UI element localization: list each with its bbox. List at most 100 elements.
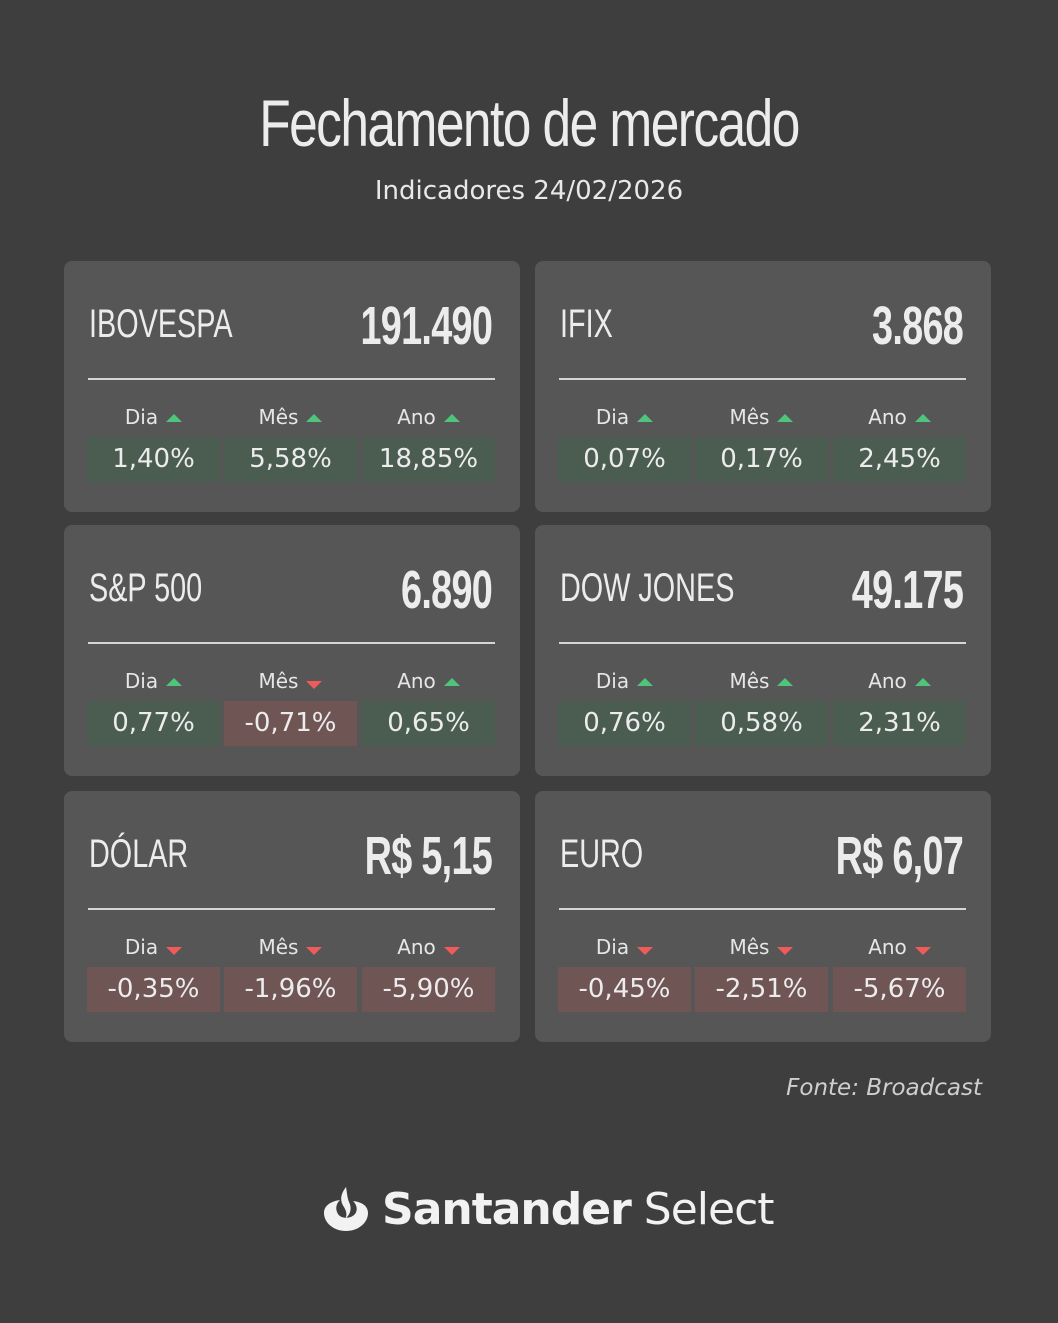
period-label: Mês <box>224 934 357 960</box>
divider <box>559 908 966 910</box>
period-label: Dia <box>558 668 691 694</box>
arrow-down-icon <box>306 680 323 689</box>
period-label-text: Dia <box>124 405 159 429</box>
period-label: Ano <box>362 934 495 960</box>
indicator-name: S&P 500 <box>89 566 203 610</box>
change-value: -0,45% <box>558 967 691 1012</box>
change-value: 5,58% <box>224 437 357 482</box>
period-label-text: Dia <box>595 669 630 693</box>
arrow-down-icon <box>166 946 183 955</box>
arrow-up-icon <box>914 677 931 686</box>
period-label: Ano <box>362 404 495 430</box>
period-label: Dia <box>558 404 691 430</box>
santander-flame-icon <box>324 1187 368 1231</box>
arrow-down-icon <box>443 946 460 955</box>
arrow-down-icon <box>777 946 794 955</box>
period-label: Ano <box>362 668 495 694</box>
change-value: -2,51% <box>695 967 828 1012</box>
arrow-up-icon <box>777 413 794 422</box>
period-label: Dia <box>87 404 220 430</box>
indicator-name: IFIX <box>560 302 613 346</box>
indicator-card: DÓLAR R$ 5,15 Dia -0,35% Mês -1,96% Ano -5,90% <box>64 791 520 1042</box>
brand-logo: Santander Select <box>320 1178 775 1242</box>
arrow-up-icon <box>777 677 794 686</box>
brand-name: Santander Select <box>382 1180 775 1240</box>
arrow-up-icon <box>166 413 183 422</box>
period-label-text: Dia <box>595 405 630 429</box>
divider <box>559 378 966 380</box>
period-label: Mês <box>695 668 828 694</box>
period-label: Dia <box>87 668 220 694</box>
change-value: 0,76% <box>558 701 691 746</box>
indicator-card: IFIX 3.868 Dia 0,07% Mês 0,17% Ano 2,45% <box>535 261 991 512</box>
indicator-card: IBOVESPA 191.490 Dia 1,40% Mês 5,58% Ano 18,85% <box>64 261 520 512</box>
indicator-card: EURO R$ 6,07 Dia -0,45% Mês -2,51% Ano -5,67% <box>535 791 991 1042</box>
period-label: Mês <box>224 668 357 694</box>
divider <box>88 378 495 380</box>
change-value: 18,85% <box>362 437 495 482</box>
change-value: 0,17% <box>695 437 828 482</box>
arrow-up-icon <box>306 413 323 422</box>
period-label: Ano <box>833 668 966 694</box>
change-value: 0,58% <box>695 701 828 746</box>
arrow-up-icon <box>914 413 931 422</box>
indicator-value: 3.868 <box>871 296 964 356</box>
period-label: Mês <box>224 404 357 430</box>
change-value: 1,40% <box>87 437 220 482</box>
period-label-text: Ano <box>868 405 907 429</box>
period-label: Mês <box>695 404 828 430</box>
indicator-value: 6.890 <box>400 560 493 620</box>
change-value: -5,90% <box>362 967 495 1012</box>
period-label-text: Mês <box>258 935 299 959</box>
period-label: Ano <box>833 404 966 430</box>
arrow-down-icon <box>914 946 931 955</box>
arrow-up-icon <box>443 677 460 686</box>
arrow-up-icon <box>166 677 183 686</box>
change-value: 0,07% <box>558 437 691 482</box>
arrow-up-icon <box>443 413 460 422</box>
change-value: 2,31% <box>833 701 966 746</box>
period-label-text: Mês <box>258 669 299 693</box>
indicator-name: DÓLAR <box>89 832 189 876</box>
indicator-name: IBOVESPA <box>89 302 233 346</box>
period-label: Ano <box>833 934 966 960</box>
indicator-value: R$ 5,15 <box>364 826 493 886</box>
period-label-text: Mês <box>729 935 770 959</box>
change-value: -5,67% <box>833 967 966 1012</box>
indicator-name: EURO <box>560 832 644 876</box>
change-value: 0,65% <box>362 701 495 746</box>
period-label-text: Dia <box>124 669 159 693</box>
period-label: Dia <box>558 934 691 960</box>
brand-name-light: Select <box>630 1184 775 1235</box>
indicator-value: 191.490 <box>360 296 492 356</box>
arrow-down-icon <box>637 946 654 955</box>
arrow-up-icon <box>637 413 654 422</box>
source-note: Fonte: Broadcast <box>786 1075 982 1101</box>
arrow-down-icon <box>306 946 323 955</box>
period-label-text: Ano <box>397 935 436 959</box>
indicator-card: S&P 500 6.890 Dia 0,77% Mês -0,71% Ano 0,65% <box>64 525 520 776</box>
divider <box>88 642 495 644</box>
period-label-text: Ano <box>868 935 907 959</box>
brand-name-bold: Santander <box>382 1184 632 1235</box>
change-value: -0,35% <box>87 967 220 1012</box>
change-value: -1,96% <box>224 967 357 1012</box>
period-label-text: Dia <box>124 935 159 959</box>
period-label-text: Ano <box>868 669 907 693</box>
period-label: Mês <box>695 934 828 960</box>
period-label: Dia <box>87 934 220 960</box>
period-label-text: Ano <box>397 669 436 693</box>
page-title: Fechamento de mercado <box>259 86 800 160</box>
indicator-card: DOW JONES 49.175 Dia 0,76% Mês 0,58% Ano 2,31% <box>535 525 991 776</box>
divider <box>88 908 495 910</box>
divider <box>559 642 966 644</box>
indicator-value: R$ 6,07 <box>835 826 964 886</box>
period-label-text: Mês <box>729 405 770 429</box>
page-subtitle: Indicadores 24/02/2026 <box>374 176 684 206</box>
period-label-text: Ano <box>397 405 436 429</box>
indicator-name: DOW JONES <box>560 566 735 610</box>
change-value: -0,71% <box>224 701 357 746</box>
indicator-value: 49.175 <box>851 560 964 620</box>
arrow-up-icon <box>637 677 654 686</box>
change-value: 2,45% <box>833 437 966 482</box>
